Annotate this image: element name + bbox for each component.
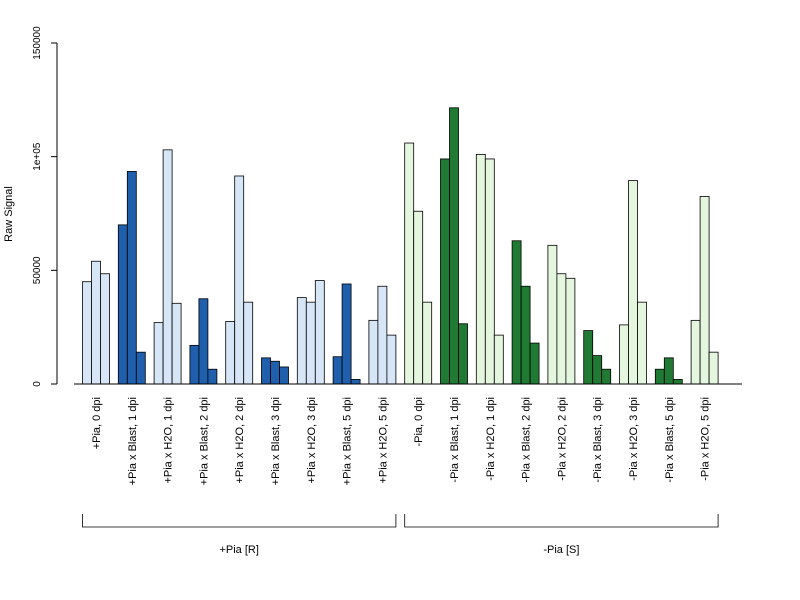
- bar: [386, 334, 397, 385]
- category-label: +Pia x Blast, 5 dpi: [342, 397, 354, 485]
- bar: [117, 224, 128, 385]
- bar: [708, 351, 719, 385]
- bar: [279, 366, 289, 385]
- category-label: -Pia x Blast, 2 dpi: [521, 397, 533, 483]
- category-label: -Pia x Blast, 5 dpi: [664, 397, 676, 483]
- bar: [663, 357, 674, 385]
- bar: [207, 368, 218, 385]
- bar: [413, 210, 424, 385]
- bar: [699, 196, 710, 385]
- category-label: -Pia x H2O, 5 dpi: [700, 397, 712, 481]
- category-label: +Pia x H2O, 3 dpi: [306, 397, 318, 484]
- bar: [422, 301, 433, 385]
- category-label: +Pia x H2O, 2 dpi: [234, 397, 246, 484]
- category-label: -Pia x H2O, 1 dpi: [485, 397, 497, 481]
- category-label: +Pia x H2O, 5 dpi: [377, 397, 389, 484]
- bar: [100, 273, 110, 385]
- bar: [556, 273, 567, 385]
- bar: [592, 355, 603, 385]
- bar: [82, 281, 92, 385]
- bar: [314, 280, 325, 385]
- category-label: +Pia x Blast, 2 dpi: [198, 397, 210, 485]
- group-brackets: +Pia [R] -Pia [S]: [82, 514, 719, 556]
- bar: [547, 244, 558, 385]
- category-label: -Pia x H2O, 3 dpi: [628, 397, 640, 481]
- bar: [520, 285, 531, 385]
- bar: [484, 158, 495, 385]
- bar: [672, 379, 683, 385]
- bar: [225, 321, 236, 385]
- bars: [82, 107, 719, 385]
- bar: [234, 175, 245, 385]
- bar: [341, 283, 352, 385]
- bar: [198, 298, 209, 385]
- bar: [261, 357, 271, 385]
- bar: [171, 302, 182, 385]
- category-label: +Pia, 0 dpi: [91, 397, 103, 449]
- bar: [637, 301, 647, 385]
- bar: [377, 285, 388, 385]
- category-label: -Pia x Blast, 3 dpi: [592, 397, 604, 483]
- bar: [332, 356, 343, 385]
- category-label: +Pia x Blast, 3 dpi: [270, 397, 282, 485]
- bar: [296, 297, 307, 385]
- bar: [601, 368, 612, 385]
- bar: [162, 149, 173, 385]
- category-label: -Pia, 0 dpi: [413, 397, 425, 447]
- bar: [270, 360, 280, 385]
- bar: [368, 319, 379, 385]
- bar: [654, 368, 665, 385]
- bar: [404, 142, 415, 385]
- bar: [350, 379, 361, 385]
- bar: [565, 277, 576, 385]
- y-tick-label: 0: [32, 381, 43, 387]
- bar: [628, 180, 638, 385]
- bar: [440, 158, 450, 385]
- bar: [619, 324, 629, 385]
- bar: [305, 301, 316, 385]
- category-label: -Pia x Blast, 1 dpi: [449, 397, 461, 483]
- bar: [449, 107, 459, 385]
- bar: [135, 351, 146, 385]
- bar: [690, 319, 701, 385]
- group-bracket: +Pia [R]: [82, 514, 397, 556]
- bar: [529, 342, 540, 385]
- group-label: -Pia [S]: [543, 544, 579, 556]
- group-bracket: -Pia [S]: [404, 514, 719, 556]
- category-label: -Pia x H2O, 2 dpi: [556, 397, 568, 481]
- bar: [583, 330, 594, 385]
- bar: [493, 334, 504, 385]
- y-tick-label: 150000: [32, 26, 43, 60]
- bar: [153, 322, 164, 385]
- bar: [91, 260, 101, 385]
- bar: [189, 344, 200, 385]
- y-axis-label: Raw Signal: [3, 186, 15, 242]
- y-tick-label: 1e+05: [32, 142, 43, 171]
- category-labels: +Pia, 0 dpi +Pia x Blast, 1 dpi +Pia x H2O…: [91, 397, 712, 485]
- bar: [458, 323, 468, 385]
- bar: [126, 171, 137, 385]
- group-label: +Pia [R]: [219, 544, 258, 556]
- category-label: +Pia x H2O, 1 dpi: [163, 397, 175, 484]
- bar: [243, 301, 254, 385]
- bar: [475, 153, 486, 385]
- category-label: +Pia x Blast, 1 dpi: [127, 397, 139, 485]
- y-tick-label: 50000: [32, 256, 43, 284]
- y-axis: 0 50000 1e+05 150000: [32, 26, 58, 387]
- bar: [511, 240, 522, 385]
